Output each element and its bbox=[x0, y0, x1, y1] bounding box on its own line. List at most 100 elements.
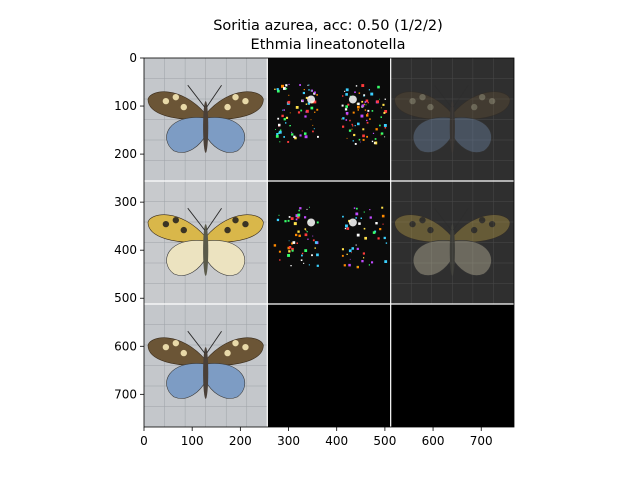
saliency-pixel bbox=[275, 135, 279, 138]
x-tick-label: 500 bbox=[373, 434, 396, 448]
saliency-pixel bbox=[376, 100, 379, 103]
saliency-pixel bbox=[289, 112, 291, 114]
saliency-pixel bbox=[306, 208, 308, 210]
saliency-hotspot bbox=[348, 218, 357, 227]
saliency-pixel bbox=[374, 141, 378, 145]
left-hindwing bbox=[412, 240, 453, 276]
saliency-pixel bbox=[291, 247, 294, 251]
saliency-pixel bbox=[354, 125, 356, 127]
butterfly-body bbox=[449, 101, 455, 153]
saliency-pixel bbox=[279, 141, 281, 143]
saliency-pixel bbox=[380, 134, 382, 136]
saliency-pixel bbox=[283, 136, 285, 138]
saliency-pixel bbox=[342, 95, 344, 97]
saliency-pixel bbox=[351, 123, 353, 126]
wing-spot bbox=[224, 226, 231, 234]
saliency-pixel bbox=[346, 253, 348, 255]
saliency-pixel bbox=[295, 233, 298, 237]
saliency-pixel bbox=[364, 101, 367, 103]
butterfly-azure bbox=[394, 84, 511, 153]
wing-spot bbox=[162, 343, 170, 351]
saliency-pixel bbox=[285, 87, 288, 90]
saliency-pixel bbox=[291, 249, 294, 252]
saliency-pixel bbox=[362, 138, 365, 141]
wing-spot bbox=[409, 97, 416, 105]
left-forewing bbox=[394, 91, 453, 120]
saliency-pixel bbox=[379, 124, 381, 127]
butterfly-azure bbox=[147, 84, 264, 153]
image-grid bbox=[144, 58, 514, 427]
saliency-pixel bbox=[380, 132, 382, 134]
wing-spot bbox=[172, 93, 180, 101]
saliency-pixel bbox=[356, 247, 359, 250]
saliency-hotspot bbox=[348, 95, 357, 104]
saliency-pixel bbox=[380, 116, 382, 118]
saliency-pixel bbox=[279, 129, 282, 131]
antennae bbox=[187, 207, 222, 231]
right-hindwing bbox=[205, 363, 246, 399]
saliency-pixel bbox=[308, 89, 310, 91]
wing-spot bbox=[232, 339, 239, 347]
saliency-pixel bbox=[291, 242, 294, 245]
saliency-pixel bbox=[360, 114, 364, 118]
saliency-pixel bbox=[288, 216, 291, 218]
saliency-pixel bbox=[289, 125, 291, 127]
tile-background bbox=[267, 181, 391, 304]
y-tick-label: 200 bbox=[114, 147, 137, 161]
saliency-pixel bbox=[356, 265, 359, 269]
wing-spot bbox=[471, 103, 478, 111]
saliency-pixel bbox=[358, 138, 361, 141]
tile-background bbox=[390, 304, 514, 427]
saliency-pixel bbox=[316, 221, 319, 224]
saliency-pixel bbox=[309, 206, 310, 208]
saliency-pixel bbox=[290, 217, 294, 220]
saliency-pixel bbox=[377, 237, 380, 240]
saliency-pixel bbox=[383, 124, 387, 127]
saliency-pixel bbox=[346, 114, 348, 116]
saliency-pixel bbox=[356, 233, 360, 237]
saliency-pixel bbox=[377, 85, 380, 89]
antennae bbox=[187, 330, 222, 354]
tile-r1-c1 bbox=[267, 181, 391, 304]
saliency-pixel bbox=[312, 235, 314, 237]
tile-r2-c2 bbox=[390, 304, 514, 427]
wing-spot bbox=[180, 226, 187, 234]
saliency-pixel bbox=[345, 93, 348, 96]
saliency-pixel bbox=[349, 258, 351, 260]
saliency-pixel bbox=[351, 247, 354, 250]
saliency-pixel bbox=[368, 89, 370, 91]
saliency-pixel bbox=[288, 94, 290, 96]
saliency-pixel bbox=[345, 119, 348, 121]
saliency-pixel bbox=[287, 100, 291, 104]
saliency-pixel bbox=[351, 252, 352, 254]
saliency-pixel bbox=[278, 250, 281, 253]
wing-spot bbox=[162, 220, 170, 228]
saliency-pixel bbox=[277, 89, 280, 93]
left-hindwing bbox=[166, 117, 206, 153]
saliency-pixel bbox=[299, 84, 301, 86]
saliency-pixel bbox=[310, 90, 312, 92]
saliency-pixel bbox=[371, 140, 374, 143]
y-tick-label: 400 bbox=[114, 243, 137, 257]
saliency-pixel bbox=[361, 84, 365, 87]
saliency-pixel bbox=[278, 214, 280, 216]
saliency-pixel bbox=[283, 87, 286, 90]
saliency-pixel bbox=[276, 133, 279, 136]
saliency-pixel bbox=[363, 211, 365, 213]
saliency-pixel bbox=[302, 91, 305, 95]
saliency-pixel bbox=[276, 88, 279, 91]
saliency-pixel bbox=[367, 101, 369, 104]
saliency-pixel bbox=[304, 216, 307, 219]
saliency-pixel bbox=[281, 84, 284, 88]
saliency-pixel bbox=[368, 264, 370, 266]
axes-frame bbox=[143, 57, 515, 428]
saliency-pixel bbox=[299, 207, 302, 210]
saliency-pixel bbox=[298, 209, 300, 212]
antennae bbox=[434, 207, 469, 231]
wing-spot bbox=[180, 349, 187, 357]
butterfly-body bbox=[203, 101, 209, 153]
saliency-pixel bbox=[281, 114, 284, 118]
saliency-pixel bbox=[305, 96, 308, 99]
saliency-pixel bbox=[361, 104, 365, 107]
saliency-pixel bbox=[346, 227, 350, 230]
